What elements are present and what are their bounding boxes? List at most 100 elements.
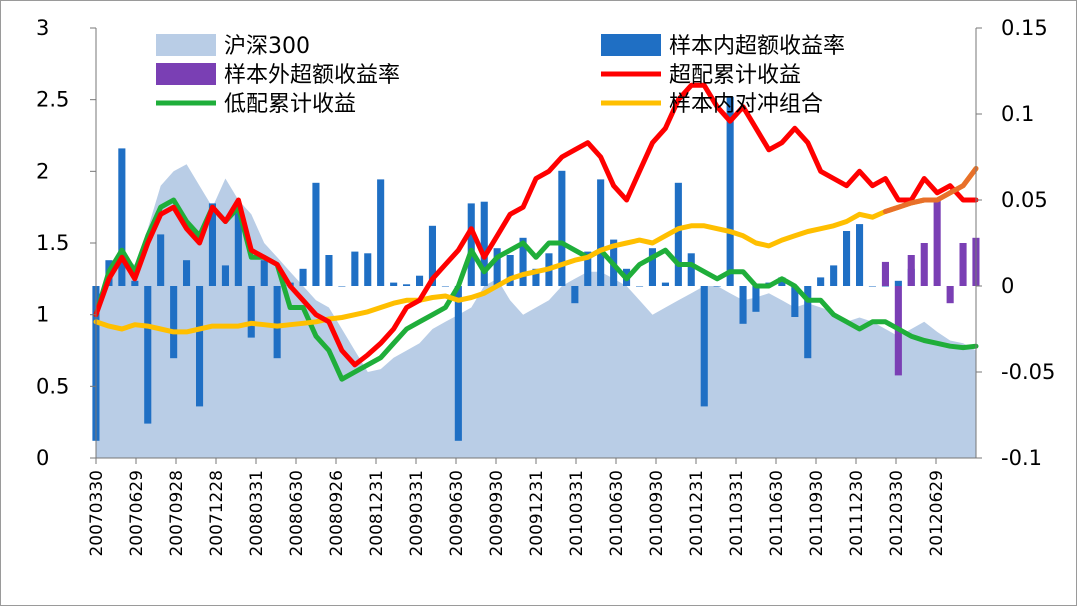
in-sample-bar-51 bbox=[752, 286, 760, 312]
x-tick-label-3: 20071228 bbox=[207, 470, 227, 557]
in-sample-bar-37 bbox=[571, 286, 579, 304]
out-sample-bar-61 bbox=[881, 261, 889, 286]
x-tick-label-20: 20120330 bbox=[887, 470, 907, 557]
in-sample-bar-20 bbox=[351, 251, 359, 286]
in-sample-bar-60 bbox=[868, 286, 876, 287]
out-sample-bar-67 bbox=[959, 243, 967, 286]
in-sample-bar-45 bbox=[674, 182, 682, 286]
y-left-tick-label-0: 0 bbox=[36, 446, 49, 470]
in-sample-bar-56 bbox=[817, 277, 825, 286]
in-sample-bar-22 bbox=[377, 179, 385, 286]
in-sample-bar-6 bbox=[170, 286, 178, 359]
x-tick-label-0: 20070330 bbox=[87, 470, 107, 557]
x-tick-label-17: 20110630 bbox=[767, 470, 787, 557]
in-sample-bar-5 bbox=[157, 234, 165, 286]
out-sample-bar-64 bbox=[920, 243, 928, 286]
x-tick-label-13: 20100630 bbox=[607, 470, 627, 557]
x-tick-label-1: 20070629 bbox=[127, 470, 147, 557]
y-right-tick-label-2: 0 bbox=[1001, 274, 1014, 298]
in-sample-bar-14 bbox=[273, 286, 281, 359]
y-right-tick-label-1: -0.05 bbox=[1001, 360, 1055, 384]
in-sample-bar-32 bbox=[506, 255, 514, 286]
in-sample-bar-30 bbox=[480, 201, 488, 286]
in-sample-bar-18 bbox=[325, 255, 333, 286]
in-sample-bar-23 bbox=[390, 282, 398, 286]
legend-item-hedge: 样本内对冲组合 bbox=[601, 92, 823, 117]
in-sample-bar-21 bbox=[364, 253, 372, 286]
legend-label-out_sample: 样本外超额收益率 bbox=[224, 63, 400, 88]
out-sample-bar-66 bbox=[946, 286, 954, 304]
hedge-line bbox=[93, 166, 979, 335]
in-sample-bar-9 bbox=[208, 203, 216, 286]
y-right-tick-label-4: 0.1 bbox=[1001, 102, 1034, 126]
x-tick-label-18: 20110930 bbox=[807, 470, 827, 557]
in-sample-bar-61 bbox=[881, 286, 889, 287]
in-sample-bar-29 bbox=[467, 203, 475, 286]
over-line bbox=[93, 82, 979, 368]
x-tick-label-19: 20111230 bbox=[847, 470, 867, 557]
x-tick-label-8: 20090331 bbox=[407, 470, 427, 557]
y-right-tick-label-5: 0.15 bbox=[1001, 16, 1048, 40]
in-sample-bar-55 bbox=[804, 286, 812, 359]
x-tick-label-21: 20120629 bbox=[927, 470, 947, 557]
y-left-tick-label-1: 0.5 bbox=[36, 374, 69, 398]
in-sample-bar-62 bbox=[894, 280, 902, 286]
in-sample-bar-47 bbox=[700, 286, 708, 407]
in-sample-bar-50 bbox=[739, 286, 747, 324]
legend-label-hs300: 沪深300 bbox=[224, 34, 310, 59]
out-sample-bar-63 bbox=[907, 255, 915, 286]
in-sample-bar-57 bbox=[830, 265, 838, 286]
hedge-line-overlap bbox=[882, 166, 979, 214]
in-sample-bar-49 bbox=[726, 96, 734, 286]
y-left-tick-label-4: 2 bbox=[36, 159, 49, 183]
in-sample-bar-39 bbox=[597, 179, 605, 286]
in-sample-bar-8 bbox=[196, 286, 204, 407]
hs300-area-group bbox=[96, 164, 976, 458]
in-sample-bar-16 bbox=[299, 268, 307, 286]
y-right-tick-label-3: 0.05 bbox=[1001, 188, 1048, 212]
in-sample-bar-11 bbox=[234, 203, 242, 286]
in-sample-bar-48 bbox=[713, 286, 721, 287]
cumulative-lines bbox=[93, 82, 979, 382]
legend-swatch-hs300 bbox=[156, 34, 216, 56]
y-left-tick-label-6: 3 bbox=[36, 16, 49, 40]
legend-label-under: 低配累计收益 bbox=[224, 92, 356, 117]
in-sample-bar-36 bbox=[558, 170, 566, 286]
y-left-tick-label-2: 1 bbox=[36, 303, 49, 327]
in-sample-bar-44 bbox=[661, 282, 669, 286]
x-tick-label-14: 20100930 bbox=[647, 470, 667, 557]
in-sample-bar-7 bbox=[183, 260, 191, 286]
legend-item-hs300: 沪深300 bbox=[156, 34, 310, 59]
axes: 0 0.5 1 1.5 2 2.5 3 -0.1 -0.05 0 0.05 0.1 0.15 200703… bbox=[36, 16, 1055, 557]
in-sample-bar-24 bbox=[403, 284, 411, 286]
x-tick-label-7: 20081231 bbox=[367, 470, 387, 557]
x-tick-label-11: 20091231 bbox=[527, 470, 547, 557]
in-sample-bar-46 bbox=[687, 253, 695, 286]
x-tick-label-15: 20101231 bbox=[687, 470, 707, 557]
legend-label-in_sample: 样本内超额收益率 bbox=[669, 34, 845, 59]
in-sample-bar-26 bbox=[428, 225, 436, 286]
x-tick-label-6: 20080926 bbox=[327, 470, 347, 557]
legend-item-in_sample: 样本内超额收益率 bbox=[601, 34, 845, 59]
in-sample-bar-3 bbox=[131, 280, 139, 286]
in-sample-bar-19 bbox=[338, 286, 346, 287]
in-sample-bar-2 bbox=[118, 148, 126, 286]
in-sample-bar-13 bbox=[260, 260, 268, 286]
y-left-tick-label-5: 2.5 bbox=[36, 88, 69, 112]
x-tick-label-10: 20090930 bbox=[487, 470, 507, 557]
in-sample-bar-42 bbox=[636, 286, 644, 287]
x-tick-label-4: 20080331 bbox=[247, 470, 267, 557]
in-sample-bar-4 bbox=[144, 286, 152, 424]
x-tick-label-12: 20100331 bbox=[567, 470, 587, 557]
in-sample-bar-54 bbox=[791, 286, 799, 317]
in-sample-bar-10 bbox=[221, 265, 229, 286]
legend-item-over: 超配累计收益 bbox=[601, 63, 801, 88]
in-sample-bar-34 bbox=[532, 268, 540, 286]
in-sample-bar-53 bbox=[778, 277, 786, 286]
x-tick-label-16: 20110331 bbox=[727, 470, 747, 557]
in-sample-bar-43 bbox=[648, 248, 656, 286]
legend-label-over: 超配累计收益 bbox=[669, 63, 801, 88]
